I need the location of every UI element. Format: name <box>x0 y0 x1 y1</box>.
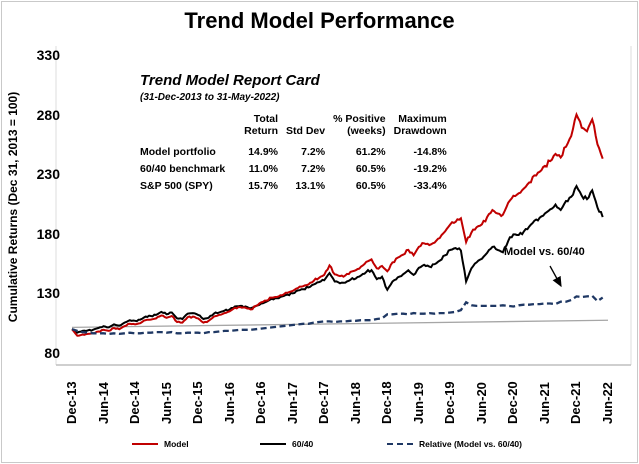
x-tick-label: Dec-16 <box>253 381 269 424</box>
report-cell: -19.2% <box>413 163 447 175</box>
report-cell: 60.5% <box>355 180 386 192</box>
legend-line-sample <box>387 443 413 445</box>
report-card: Trend Model Report Card (31-Dec-2013 to … <box>140 72 447 195</box>
report-cell: 13.1% <box>295 180 326 192</box>
x-tick-label: Dec-15 <box>190 381 206 424</box>
reference-line <box>71 319 609 329</box>
report-cell: 15.7% <box>248 180 278 192</box>
report-cell: -14.8% <box>413 146 447 158</box>
series-line-relative <box>71 294 604 336</box>
x-tick-label: Dec-21 <box>568 381 584 424</box>
x-tick-label: Dec-13 <box>64 381 79 424</box>
x-tick-label: Dec-14 <box>127 381 143 424</box>
x-tick-label: Dec-18 <box>379 381 395 424</box>
report-cell: -33.4% <box>413 180 447 192</box>
report-cell: 7.2% <box>301 163 326 175</box>
report-card-table: Total Return Std Dev % Positive (weeks) Max… <box>140 113 447 195</box>
x-tick-label: Dec-17 <box>316 381 332 424</box>
legend-item-60-40: 60/40 <box>260 435 313 453</box>
report-col-spacer <box>140 113 232 144</box>
x-tick-label: Jun-22 <box>600 382 615 424</box>
legend-line-sample <box>132 443 158 445</box>
x-tick-label: Jun-15 <box>158 382 174 424</box>
chart-title: Trend Model Performance <box>184 8 455 33</box>
y-tick-label: 180 <box>36 225 60 242</box>
series-line-benchmark <box>71 183 604 334</box>
report-card-subtitle: (31-Dec-2013 to 31-May-2022) <box>140 92 280 103</box>
report-cell: 60.5% <box>355 163 386 175</box>
legend-label: 60/40 <box>292 439 314 449</box>
report-cell: 61.2% <box>355 146 386 158</box>
x-tick-label: Jun-20 <box>473 382 489 424</box>
y-tick-label: 330 <box>36 47 60 63</box>
report-row: S&P 500 (SPY) 15.7% 13.1% 60.5% -33.4% <box>140 178 447 195</box>
x-tick-label: Jun-19 <box>410 382 426 424</box>
report-cell: 11.0% <box>248 163 278 175</box>
x-tick-label: Jun-16 <box>221 382 237 424</box>
report-col-header: % Positive (weeks) <box>333 113 386 137</box>
report-col-header: Total Return <box>244 113 278 137</box>
report-row: Model portfolio 14.9% 7.2% 61.2% -14.8% <box>140 144 447 161</box>
report-cell: 14.9% <box>248 146 278 158</box>
report-cell: 7.2% <box>301 146 326 158</box>
legend-label: Model <box>164 439 189 449</box>
x-tick-label: Jun-14 <box>95 382 111 424</box>
legend-line-sample <box>260 443 286 445</box>
chart-legend: Model 60/40 Relative (Model vs. 60/40) <box>2 435 637 457</box>
report-card-title: Trend Model Report Card <box>140 72 320 89</box>
y-tick-label: 280 <box>36 106 60 123</box>
y-tick-label: 230 <box>36 166 60 183</box>
report-row: 60/40 benchmark 11.0% 7.2% 60.5% -19.2% <box>140 161 447 178</box>
report-row-label: Model portfolio <box>140 146 216 158</box>
legend-item-model: Model <box>132 435 189 453</box>
x-tick-label: Jun-17 <box>284 382 300 424</box>
x-tick-label: Dec-19 <box>442 381 458 424</box>
legend-label: Relative (Model vs. 60/40) <box>419 439 522 449</box>
report-row-label: 60/40 benchmark <box>140 163 226 175</box>
y-tick-label: 80 <box>44 345 60 361</box>
series-line-model <box>71 111 604 337</box>
annotation-label: Model vs. 60/40 <box>504 246 585 258</box>
x-tick-label: Jun-21 <box>536 382 552 424</box>
x-tick-label: Dec-20 <box>505 381 521 424</box>
report-col-header: Std Dev <box>286 125 326 137</box>
report-col-header: Maximum Drawdown <box>393 113 447 137</box>
legend-item-relative-model-vs-60-40: Relative (Model vs. 60/40) <box>387 435 522 453</box>
annotation-arrow <box>549 265 562 288</box>
report-row-label: S&P 500 (SPY) <box>140 180 213 192</box>
y-tick-label: 130 <box>36 285 60 302</box>
x-tick-label: Jun-18 <box>347 382 363 424</box>
